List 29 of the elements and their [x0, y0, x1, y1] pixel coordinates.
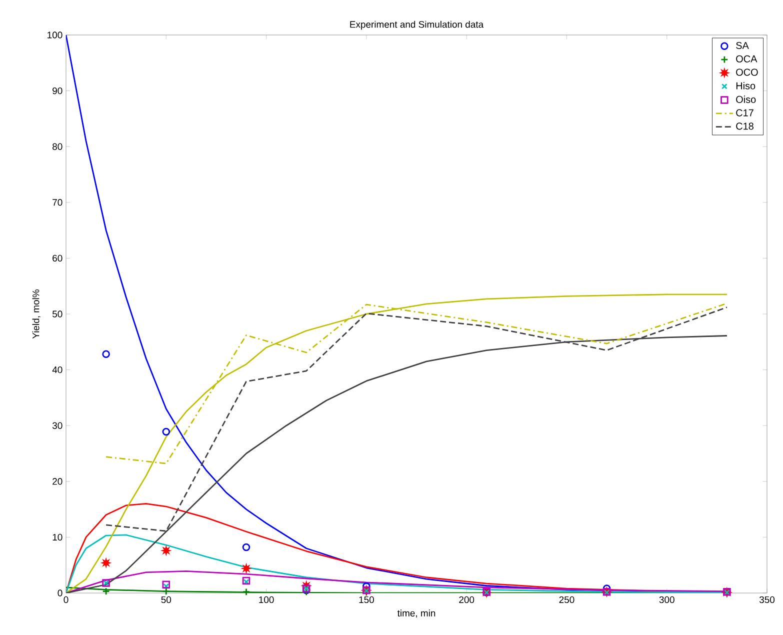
y-tick-label: 40 [52, 366, 62, 374]
x-axis-title: time, min [397, 610, 436, 618]
x-tick-label: 200 [459, 596, 474, 604]
x-tick-label: 300 [659, 596, 674, 604]
y-tick-label: 90 [52, 87, 62, 94]
x-tick-label: 0 [64, 596, 68, 604]
y-tick-label: 80 [52, 143, 62, 150]
legend-label: C17 [736, 109, 754, 116]
legend-label: Hiso [736, 82, 756, 90]
x-tick-label: 50 [161, 596, 172, 604]
y-tick-label: 0 [58, 590, 62, 596]
x-tick-label: 350 [759, 596, 775, 604]
legend-label: C18 [736, 122, 754, 130]
legend-label: SA [736, 42, 749, 50]
y-tick-label: 30 [52, 422, 62, 429]
y-tick-label: 70 [52, 199, 62, 206]
y-tick-label: 60 [52, 254, 62, 262]
x-tick-label: 100 [259, 596, 274, 604]
x-tick-label: 150 [359, 596, 374, 604]
chart-title: Experiment and Simulation data [350, 20, 484, 30]
x-tick-label: 250 [559, 596, 574, 604]
y-tick-label: 100 [48, 32, 62, 38]
legend-label: OCO [736, 68, 758, 76]
y-tick-label: 20 [52, 478, 62, 485]
legend-label: OCA [736, 55, 758, 62]
legend-label: Oiso [736, 96, 756, 103]
y-tick-label: 10 [52, 534, 62, 541]
y-axis-title: Yield, mol% [32, 290, 40, 339]
y-tick-label: 50 [52, 310, 62, 318]
